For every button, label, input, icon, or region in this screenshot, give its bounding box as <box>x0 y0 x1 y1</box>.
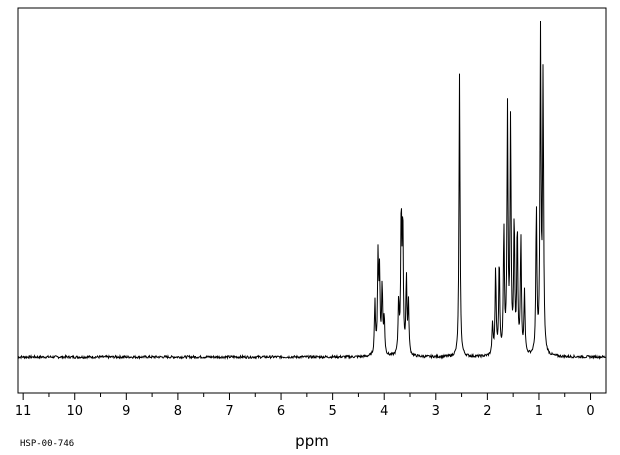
plot-frame <box>17 7 607 394</box>
x-tick-label: 7 <box>225 404 233 419</box>
x-axis-ticks <box>22 393 592 400</box>
x-tick-label: 6 <box>277 404 285 419</box>
spectrum-trace <box>17 20 607 360</box>
x-axis-title: ppm <box>295 432 329 450</box>
x-tick-label: 1 <box>535 404 543 419</box>
x-tick-label: 0 <box>586 404 594 419</box>
x-tick-label: 3 <box>432 404 440 419</box>
x-tick-label: 8 <box>174 404 182 419</box>
x-tick-label: 5 <box>328 404 336 419</box>
x-tick-label: 4 <box>380 404 388 419</box>
x-tick-label: 2 <box>483 404 491 419</box>
sample-code-label: HSP-00-746 <box>20 439 74 449</box>
x-tick-label: 9 <box>122 404 130 419</box>
x-axis-tick-labels: 11 10 9 8 7 6 5 4 3 2 1 0 <box>15 404 595 419</box>
x-tick-label: 10 <box>66 404 83 419</box>
x-tick-label: 11 <box>15 404 32 419</box>
